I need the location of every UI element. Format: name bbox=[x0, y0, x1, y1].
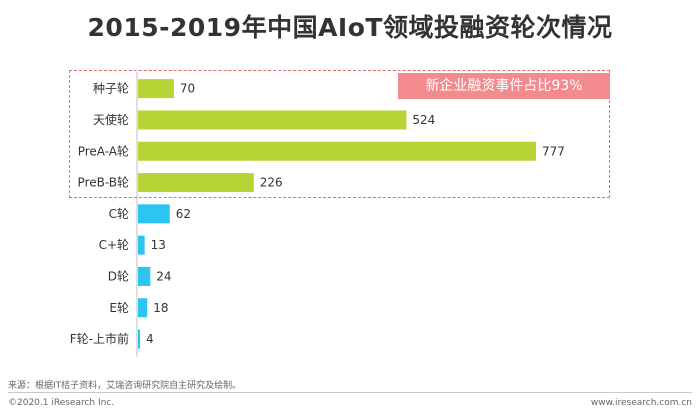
bar bbox=[138, 266, 151, 286]
bar bbox=[138, 235, 145, 255]
value-label: 4 bbox=[146, 332, 154, 346]
category-label: 天使轮 bbox=[93, 112, 129, 127]
value-label: 524 bbox=[412, 113, 435, 127]
category-label: E轮 bbox=[109, 301, 129, 315]
category-label: F轮-上市前 bbox=[70, 331, 129, 346]
source-note: 来源：根据IT桔子资料，艾瑞咨询研究院自主研究及绘制。 bbox=[8, 381, 242, 391]
bar bbox=[138, 204, 170, 224]
early-stage-highlight-box bbox=[69, 70, 610, 198]
bar bbox=[138, 298, 148, 318]
chart-title: 2015-2019年中国AIoT领域投融资轮次情况 bbox=[87, 13, 613, 42]
category-label: 种子轮 bbox=[93, 82, 129, 96]
category-label: PreB-B轮 bbox=[78, 176, 129, 190]
bar bbox=[138, 110, 407, 130]
category-label: D轮 bbox=[108, 269, 129, 283]
value-label: 13 bbox=[151, 238, 166, 252]
copyright-text: ©2020.1 iResearch Inc. bbox=[8, 398, 115, 408]
early-stage-share-callout: 新企业融资事件占比93% bbox=[398, 73, 610, 99]
bar bbox=[138, 79, 174, 99]
value-label: 226 bbox=[260, 176, 283, 190]
value-label: 24 bbox=[156, 269, 171, 283]
value-label: 18 bbox=[153, 301, 168, 315]
category-label: PreA-A轮 bbox=[78, 144, 129, 158]
value-label: 62 bbox=[176, 207, 191, 221]
bar bbox=[138, 329, 141, 349]
bar bbox=[138, 173, 254, 193]
bar bbox=[138, 141, 536, 161]
website-text: www.iresearch.com.cn bbox=[590, 398, 692, 408]
category-label: C+轮 bbox=[99, 238, 129, 252]
footer-divider bbox=[8, 392, 692, 393]
category-label: C轮 bbox=[109, 207, 129, 221]
value-label: 70 bbox=[180, 82, 195, 96]
value-label: 777 bbox=[542, 144, 565, 158]
